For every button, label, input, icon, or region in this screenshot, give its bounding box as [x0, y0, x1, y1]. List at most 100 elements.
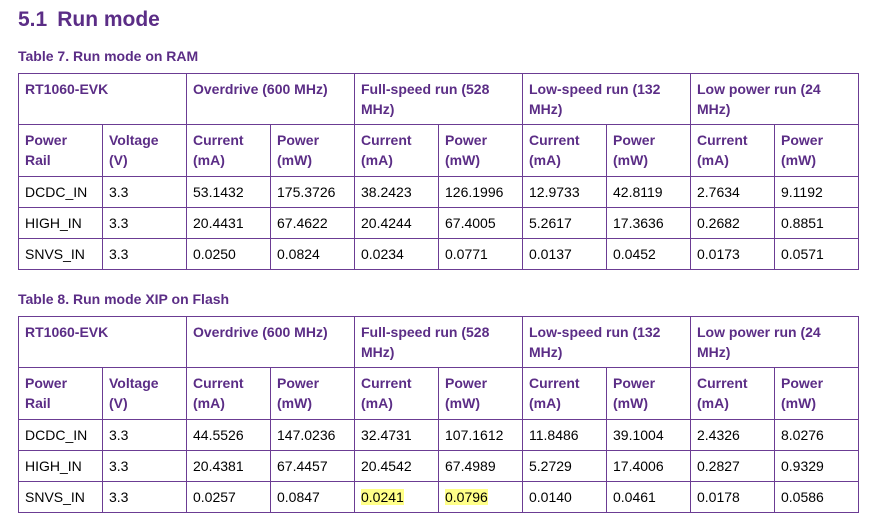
data-cell: 8.0276: [774, 419, 859, 451]
data-cell: SNVS_IN: [18, 238, 103, 270]
group-header-row: RT1060-EVK Overdrive (600 MHz) Full-speed …: [18, 73, 859, 125]
data-cell: 67.4989: [438, 450, 523, 482]
data-cell: DCDC_IN: [18, 419, 103, 451]
data-cell: 20.4431: [186, 207, 271, 239]
cell-value: 5.2729: [529, 458, 572, 474]
data-row: SNVS_IN 3.3 0.0250 0.0824 0.0234 0.0771 0.0137…: [18, 238, 859, 270]
data-table: RT1060-EVK Overdrive (600 MHz) Full-speed …: [18, 316, 859, 513]
data-cell: 2.4326: [690, 419, 775, 451]
data-cell: 0.2682: [690, 207, 775, 239]
cell-value: 0.0173: [697, 246, 740, 262]
header-cell: Power (mW): [270, 124, 355, 177]
data-cell: 0.0234: [354, 238, 439, 270]
data-cell: 0.9329: [774, 450, 859, 482]
cell-value: SNVS_IN: [25, 246, 85, 262]
cell-value: 3.3: [109, 427, 129, 443]
cell-value: 67.4989: [445, 458, 496, 474]
cell-value: 0.2682: [697, 215, 740, 231]
header-row: Power Rail Voltage (V) Current (mA) Power (…: [18, 367, 859, 420]
data-cell: 2.7634: [690, 176, 775, 208]
data-cell: 20.4244: [354, 207, 439, 239]
data-cell: 5.2617: [522, 207, 607, 239]
group-header-cell: RT1060-EVK: [18, 73, 187, 125]
cell-value: 44.5526: [193, 427, 244, 443]
group-header-cell: Low power run (24 MHz): [690, 316, 859, 368]
data-cell: HIGH_IN: [18, 207, 103, 239]
header-cell: Current (mA): [522, 124, 607, 177]
section-title: Run mode: [57, 8, 160, 31]
cell-value: 0.0771: [445, 246, 488, 262]
cell-value: 147.0236: [277, 427, 336, 443]
data-cell: 42.8119: [606, 176, 691, 208]
cell-value: 67.4005: [445, 215, 496, 231]
data-row: DCDC_IN 3.3 53.1432 175.3726 38.2423 126.1996…: [18, 176, 859, 208]
data-row: DCDC_IN 3.3 44.5526 147.0236 32.4731 107.1612…: [18, 419, 859, 451]
header-cell: Power (mW): [438, 124, 523, 177]
header-cell: Voltage (V): [102, 124, 187, 177]
cell-value: 0.0847: [277, 489, 320, 505]
header-cell: Power Rail: [18, 124, 103, 177]
data-cell: 3.3: [102, 207, 187, 239]
data-cell: 0.0137: [522, 238, 607, 270]
header-cell: Current (mA): [690, 124, 775, 177]
header-cell: Voltage (V): [102, 367, 187, 420]
cell-value: 0.9329: [781, 458, 824, 474]
data-cell: 0.0796: [438, 481, 523, 513]
cell-value: 0.0178: [697, 489, 740, 505]
data-row: SNVS_IN 3.3 0.0257 0.0847 0.0241 0.0796 0.0140…: [18, 481, 859, 513]
table-caption: Table 8. Run mode XIP on Flash: [18, 291, 230, 307]
cell-value: 11.8486: [529, 427, 579, 443]
cell-value: 0.0586: [781, 489, 824, 505]
cell-value: 0.0461: [613, 489, 656, 505]
cell-value: HIGH_IN: [25, 215, 82, 231]
cell-value: 53.1432: [193, 184, 244, 200]
data-cell: DCDC_IN: [18, 176, 103, 208]
cell-value: 67.4622: [277, 215, 328, 231]
data-cell: 3.3: [102, 481, 187, 513]
data-cell: 5.2729: [522, 450, 607, 482]
data-cell: 32.4731: [354, 419, 439, 451]
cell-value: 3.3: [109, 215, 129, 231]
data-cell: 39.1004: [606, 419, 691, 451]
cell-value: 17.4006: [613, 458, 664, 474]
data-cell: 0.0824: [270, 238, 355, 270]
header-cell: Current (mA): [186, 124, 271, 177]
table-caption: Table 7. Run mode on RAM: [18, 48, 199, 64]
header-cell: Current (mA): [522, 367, 607, 420]
header-cell: Current (mA): [690, 367, 775, 420]
data-cell: 147.0236: [270, 419, 355, 451]
data-cell: 3.3: [102, 419, 187, 451]
data-cell: 11.8486: [522, 419, 607, 451]
data-row: HIGH_IN 3.3 20.4431 67.4622 20.4244 67.4005 5.…: [18, 207, 859, 239]
cell-value: 0.0257: [193, 489, 236, 505]
header-row: Power Rail Voltage (V) Current (mA) Power (…: [18, 124, 859, 177]
cell-value: 20.4431: [193, 215, 244, 231]
data-cell: 0.0847: [270, 481, 355, 513]
section-number: 5.1: [18, 8, 48, 31]
data-cell: 0.0461: [606, 481, 691, 513]
header-cell: Power Rail: [18, 367, 103, 420]
cell-value: 3.3: [109, 184, 129, 200]
cell-value: 107.1612: [445, 427, 504, 443]
data-cell: 12.9733: [522, 176, 607, 208]
cell-value: 12.9733: [529, 184, 580, 200]
cell-value: 20.4244: [361, 215, 412, 231]
data-cell: 53.1432: [186, 176, 271, 208]
cell-value: 0.0571: [781, 246, 824, 262]
group-header-cell: Full-speed run (528 MHz): [354, 73, 523, 125]
header-cell: Power (mW): [774, 367, 859, 420]
data-cell: 126.1996: [438, 176, 523, 208]
data-cell: 3.3: [102, 176, 187, 208]
data-cell: 0.0173: [690, 238, 775, 270]
data-cell: 0.0241: [354, 481, 439, 513]
group-header-cell: Low power run (24 MHz): [690, 73, 859, 125]
header-cell: Current (mA): [186, 367, 271, 420]
data-cell: 0.0250: [186, 238, 271, 270]
group-header-cell: Overdrive (600 MHz): [186, 73, 355, 125]
cell-value: 20.4542: [361, 458, 412, 474]
data-cell: 0.0571: [774, 238, 859, 270]
cell-value: 0.0250: [193, 246, 236, 262]
cell-value: 0.8851: [781, 215, 824, 231]
cell-value: 32.4731: [361, 427, 412, 443]
cell-value: 0.0234: [361, 246, 404, 262]
